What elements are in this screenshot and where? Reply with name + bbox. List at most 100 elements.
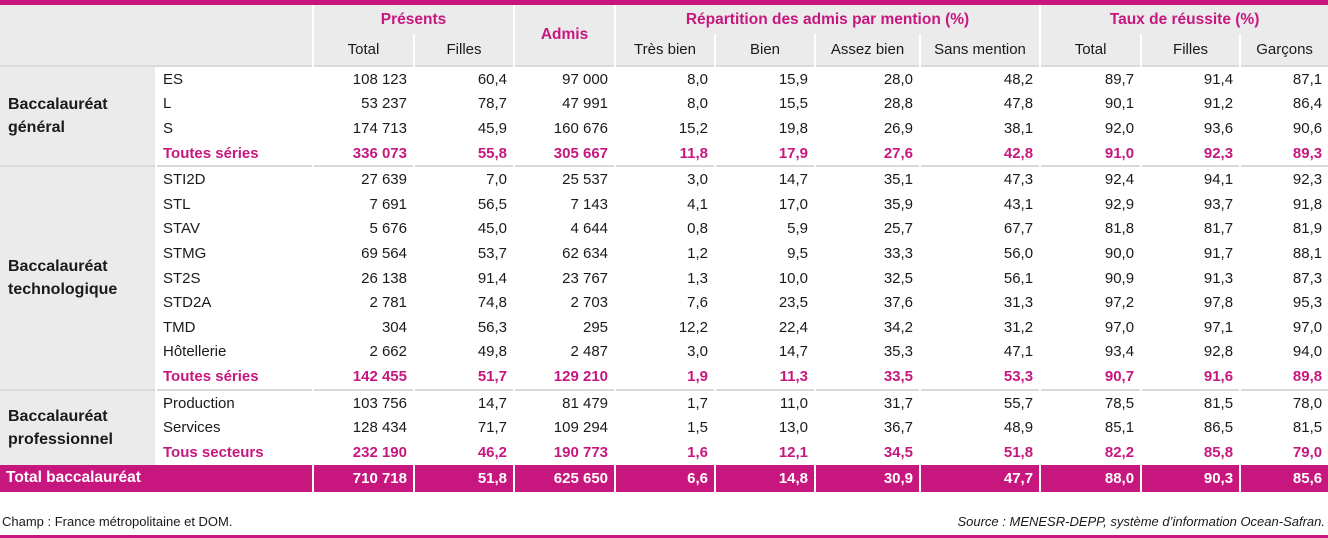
table-row: Baccalauréat général ES 108 123 60,4 97 000 8… [0,64,1328,167]
table-row: TMD 304 56,3 295 12,2 22,4 34,2 31,2 97,0 97,1 97,… [0,314,1328,340]
cell-taux-filles: 93,7 [1140,191,1241,217]
cell-sans-mention: 56,1 [919,265,1041,291]
cell-taux-total: 78,5 [1039,388,1142,416]
cell-taux-total: 89,7 [1039,65,1142,92]
header-repartition: Répartition des admis par mention (%) [614,5,1041,34]
cell-admis: 190 773 [513,439,616,465]
header-tres-bien: Très bien [614,34,716,66]
cell-admis: 295 [513,314,616,340]
cell-assez-bien: 37,6 [814,290,921,315]
cell-filles: 56,3 [412,314,515,340]
cell-filles: 14,7 [412,388,515,416]
series-name: STMG [155,241,313,266]
section-total-row: Tous secteurs 232 190 46,2 190 773 1,6 12,1 34… [0,439,1328,465]
cell-taux-total: 85,1 [1039,415,1142,440]
cell-tres-bien: 8,0 [614,65,716,92]
cell-admis: 23 767 [513,265,616,291]
cell-sans-mention: 38,1 [919,116,1041,141]
header-taux: Taux de réussite (%) [1039,5,1328,34]
cell-filles: 46,2 [412,439,515,465]
cell-taux-filles: 91,4 [1140,65,1241,92]
cell-total: 304 [312,314,414,340]
cell-tres-bien: 11,8 [614,140,716,167]
cell-filles: 74,8 [412,290,515,315]
cell-sans-mention: 48,9 [919,415,1041,440]
series-name: STI2D [155,165,313,192]
cell-taux-total: 88,0 [1039,464,1142,492]
cell-bien: 11,3 [714,364,816,390]
cell-total: 5 676 [312,216,414,242]
cell-filles: 56,5 [412,191,515,217]
series-name: ES [155,65,313,92]
cell-admis: 625 650 [513,464,616,492]
cell-taux-total: 92,9 [1039,191,1142,217]
cell-taux-total: 92,0 [1039,116,1142,141]
table-row: L 53 237 78,7 47 991 8,0 15,5 28,8 47,8 90,1 91,2… [0,91,1328,117]
cell-admis: 62 634 [513,241,616,266]
cell-assez-bien: 28,0 [814,65,921,92]
cell-assez-bien: 36,7 [814,415,921,440]
cell-admis: 160 676 [513,116,616,141]
cell-taux-garcons: 89,8 [1239,364,1328,390]
cell-filles: 71,7 [412,415,515,440]
table-row: S 174 713 45,9 160 676 15,2 19,8 26,9 38,1 92,0 9… [0,116,1328,141]
cell-total: 108 123 [312,65,414,92]
cell-sans-mention: 51,8 [919,439,1041,465]
cell-filles: 45,9 [412,116,515,141]
cell-taux-filles: 92,8 [1140,339,1241,365]
cell-total: 2 662 [312,339,414,365]
cell-taux-total: 82,2 [1039,439,1142,465]
cell-tres-bien: 1,9 [614,364,716,390]
cell-total: 128 434 [312,415,414,440]
cell-tres-bien: 7,6 [614,290,716,315]
bottom-accent-line [0,535,1328,538]
baccalaureat-results-table: Présents Admis Répartition des admis par… [0,5,1328,492]
cell-assez-bien: 35,3 [814,339,921,365]
cell-sans-mention: 31,2 [919,314,1041,340]
cell-taux-filles: 97,1 [1140,314,1241,340]
section-total-row: Toutes séries 142 455 51,7 129 210 1,9 11,3 33… [0,364,1328,390]
series-name: STD2A [155,290,313,315]
cell-admis: 97 000 [513,65,616,92]
cell-bien: 14,8 [714,464,816,492]
cell-taux-total: 90,0 [1039,241,1142,266]
cell-filles: 51,8 [412,464,515,492]
header-taux-garcons: Garçons [1239,34,1328,66]
cell-bien: 15,5 [714,91,816,117]
table-row: ST2S 26 138 91,4 23 767 1,3 10,0 32,5 56,1 90,9 9… [0,265,1328,291]
cell-filles: 53,7 [412,241,515,266]
table-row: STL 7 691 56,5 7 143 4,1 17,0 35,9 43,1 92,9 93,7… [0,191,1328,217]
series-name: STAV [155,216,313,242]
cell-total: 174 713 [312,116,414,141]
table-row: STMG 69 564 53,7 62 634 1,2 9,5 33,3 56,0 90,0 91… [0,241,1328,266]
cell-taux-garcons: 87,3 [1239,265,1328,291]
header-taux-filles: Filles [1140,34,1241,66]
table-row: Hôtellerie 2 662 49,8 2 487 3,0 14,7 35,3 47,1 9… [0,339,1328,365]
table-body: Baccalauréat général ES 108 123 60,4 97 000 8… [0,64,1328,465]
cell-assez-bien: 26,9 [814,116,921,141]
cell-filles: 45,0 [412,216,515,242]
cell-taux-garcons: 79,0 [1239,439,1328,465]
cell-admis: 47 991 [513,91,616,117]
header-sans-mention: Sans mention [919,34,1041,66]
cell-bien: 14,7 [714,339,816,365]
cell-tres-bien: 1,6 [614,439,716,465]
section-label: Baccalauréat professionnel [0,388,156,465]
cell-taux-filles: 94,1 [1140,165,1241,192]
cell-sans-mention: 47,1 [919,339,1041,365]
cell-tres-bien: 4,1 [614,191,716,217]
header-presents-filles: Filles [412,34,515,66]
series-name: Hôtellerie [155,339,313,365]
table-row: STAV 5 676 45,0 4 644 0,8 5,9 25,7 67,7 81,8 81,7… [0,216,1328,242]
header-admis: Admis [513,5,616,66]
champ-note: Champ : France métropolitaine et DOM. [2,514,233,529]
cell-filles: 78,7 [412,91,515,117]
section-total-row: Toutes séries 336 073 55,8 305 667 11,8 17,9 2… [0,140,1328,167]
cell-taux-total: 97,2 [1039,290,1142,315]
cell-taux-total: 97,0 [1039,314,1142,340]
cell-bien: 13,0 [714,415,816,440]
table-row: Baccalauréat technologique STI2D 27 639 7,0… [0,165,1328,390]
cell-tres-bien: 1,5 [614,415,716,440]
cell-bien: 12,1 [714,439,816,465]
cell-sans-mention: 31,3 [919,290,1041,315]
